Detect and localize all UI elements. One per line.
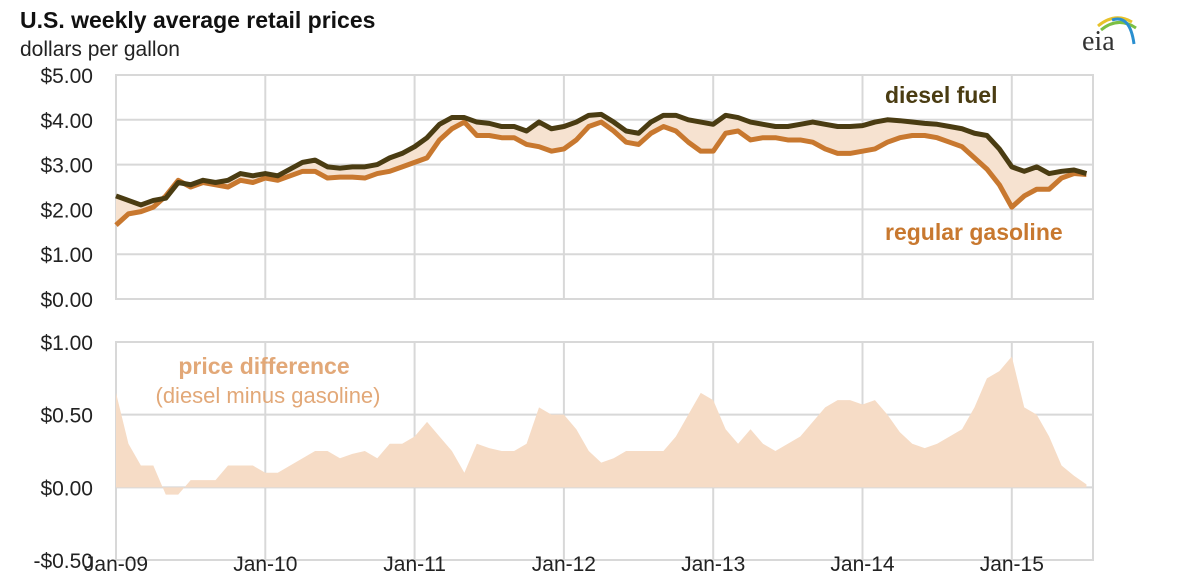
x-tick-label: Jan-12	[532, 553, 596, 576]
y-tick-label: $0.50	[40, 405, 93, 428]
bottom-y-axis: $1.00 $0.50 $0.00 -$0.50	[33, 332, 93, 573]
bottom-plot-series	[116, 356, 1087, 495]
y-tick-label: $4.00	[40, 110, 93, 133]
y-tick-label: $3.00	[40, 155, 93, 178]
y-tick-label: $1.00	[40, 332, 93, 355]
x-tick-label: Jan-15	[980, 553, 1044, 576]
regular-gasoline-line	[114, 119, 1087, 227]
legend-regular-gasoline: regular gasoline	[885, 219, 1063, 245]
diesel-fuel-line	[115, 111, 1088, 208]
y-tick-label: $5.00	[40, 65, 93, 88]
y-tick-label: -$0.50	[33, 550, 93, 573]
top-plot-grid	[115, 74, 1094, 300]
top-plot-frame	[115, 74, 1094, 300]
x-tick-label: Jan-09	[84, 553, 148, 576]
eia-logo: eia	[1082, 16, 1137, 57]
chart-subtitle: dollars per gallon	[20, 38, 180, 61]
y-tick-label: $0.00	[40, 477, 93, 500]
x-tick-label: Jan-14	[830, 553, 895, 576]
y-tick-label: $2.00	[40, 199, 93, 222]
legend-diesel-fuel: diesel fuel	[885, 82, 997, 108]
y-tick-label: $0.00	[40, 289, 93, 312]
top-y-axis: $5.00 $4.00 $3.00 $2.00 $1.00 $0.00	[40, 65, 93, 312]
chart-title: U.S. weekly average retail prices	[20, 7, 375, 33]
legend-price-difference: price difference	[178, 353, 349, 379]
x-tick-label: Jan-10	[233, 553, 297, 576]
price-difference-area	[116, 356, 1087, 495]
price-gap-band	[116, 114, 1087, 226]
x-tick-label: Jan-13	[681, 553, 745, 576]
svg-text:eia: eia	[1082, 26, 1115, 57]
legend-price-difference-note: (diesel minus gasoline)	[156, 383, 381, 408]
x-axis: Jan-09 Jan-10 Jan-11 Jan-12 Jan-13 Jan-14 Jan-…	[84, 553, 1044, 576]
x-tick-label: Jan-11	[383, 553, 446, 576]
top-plot-series	[114, 111, 1088, 227]
y-tick-label: $1.00	[40, 244, 93, 267]
